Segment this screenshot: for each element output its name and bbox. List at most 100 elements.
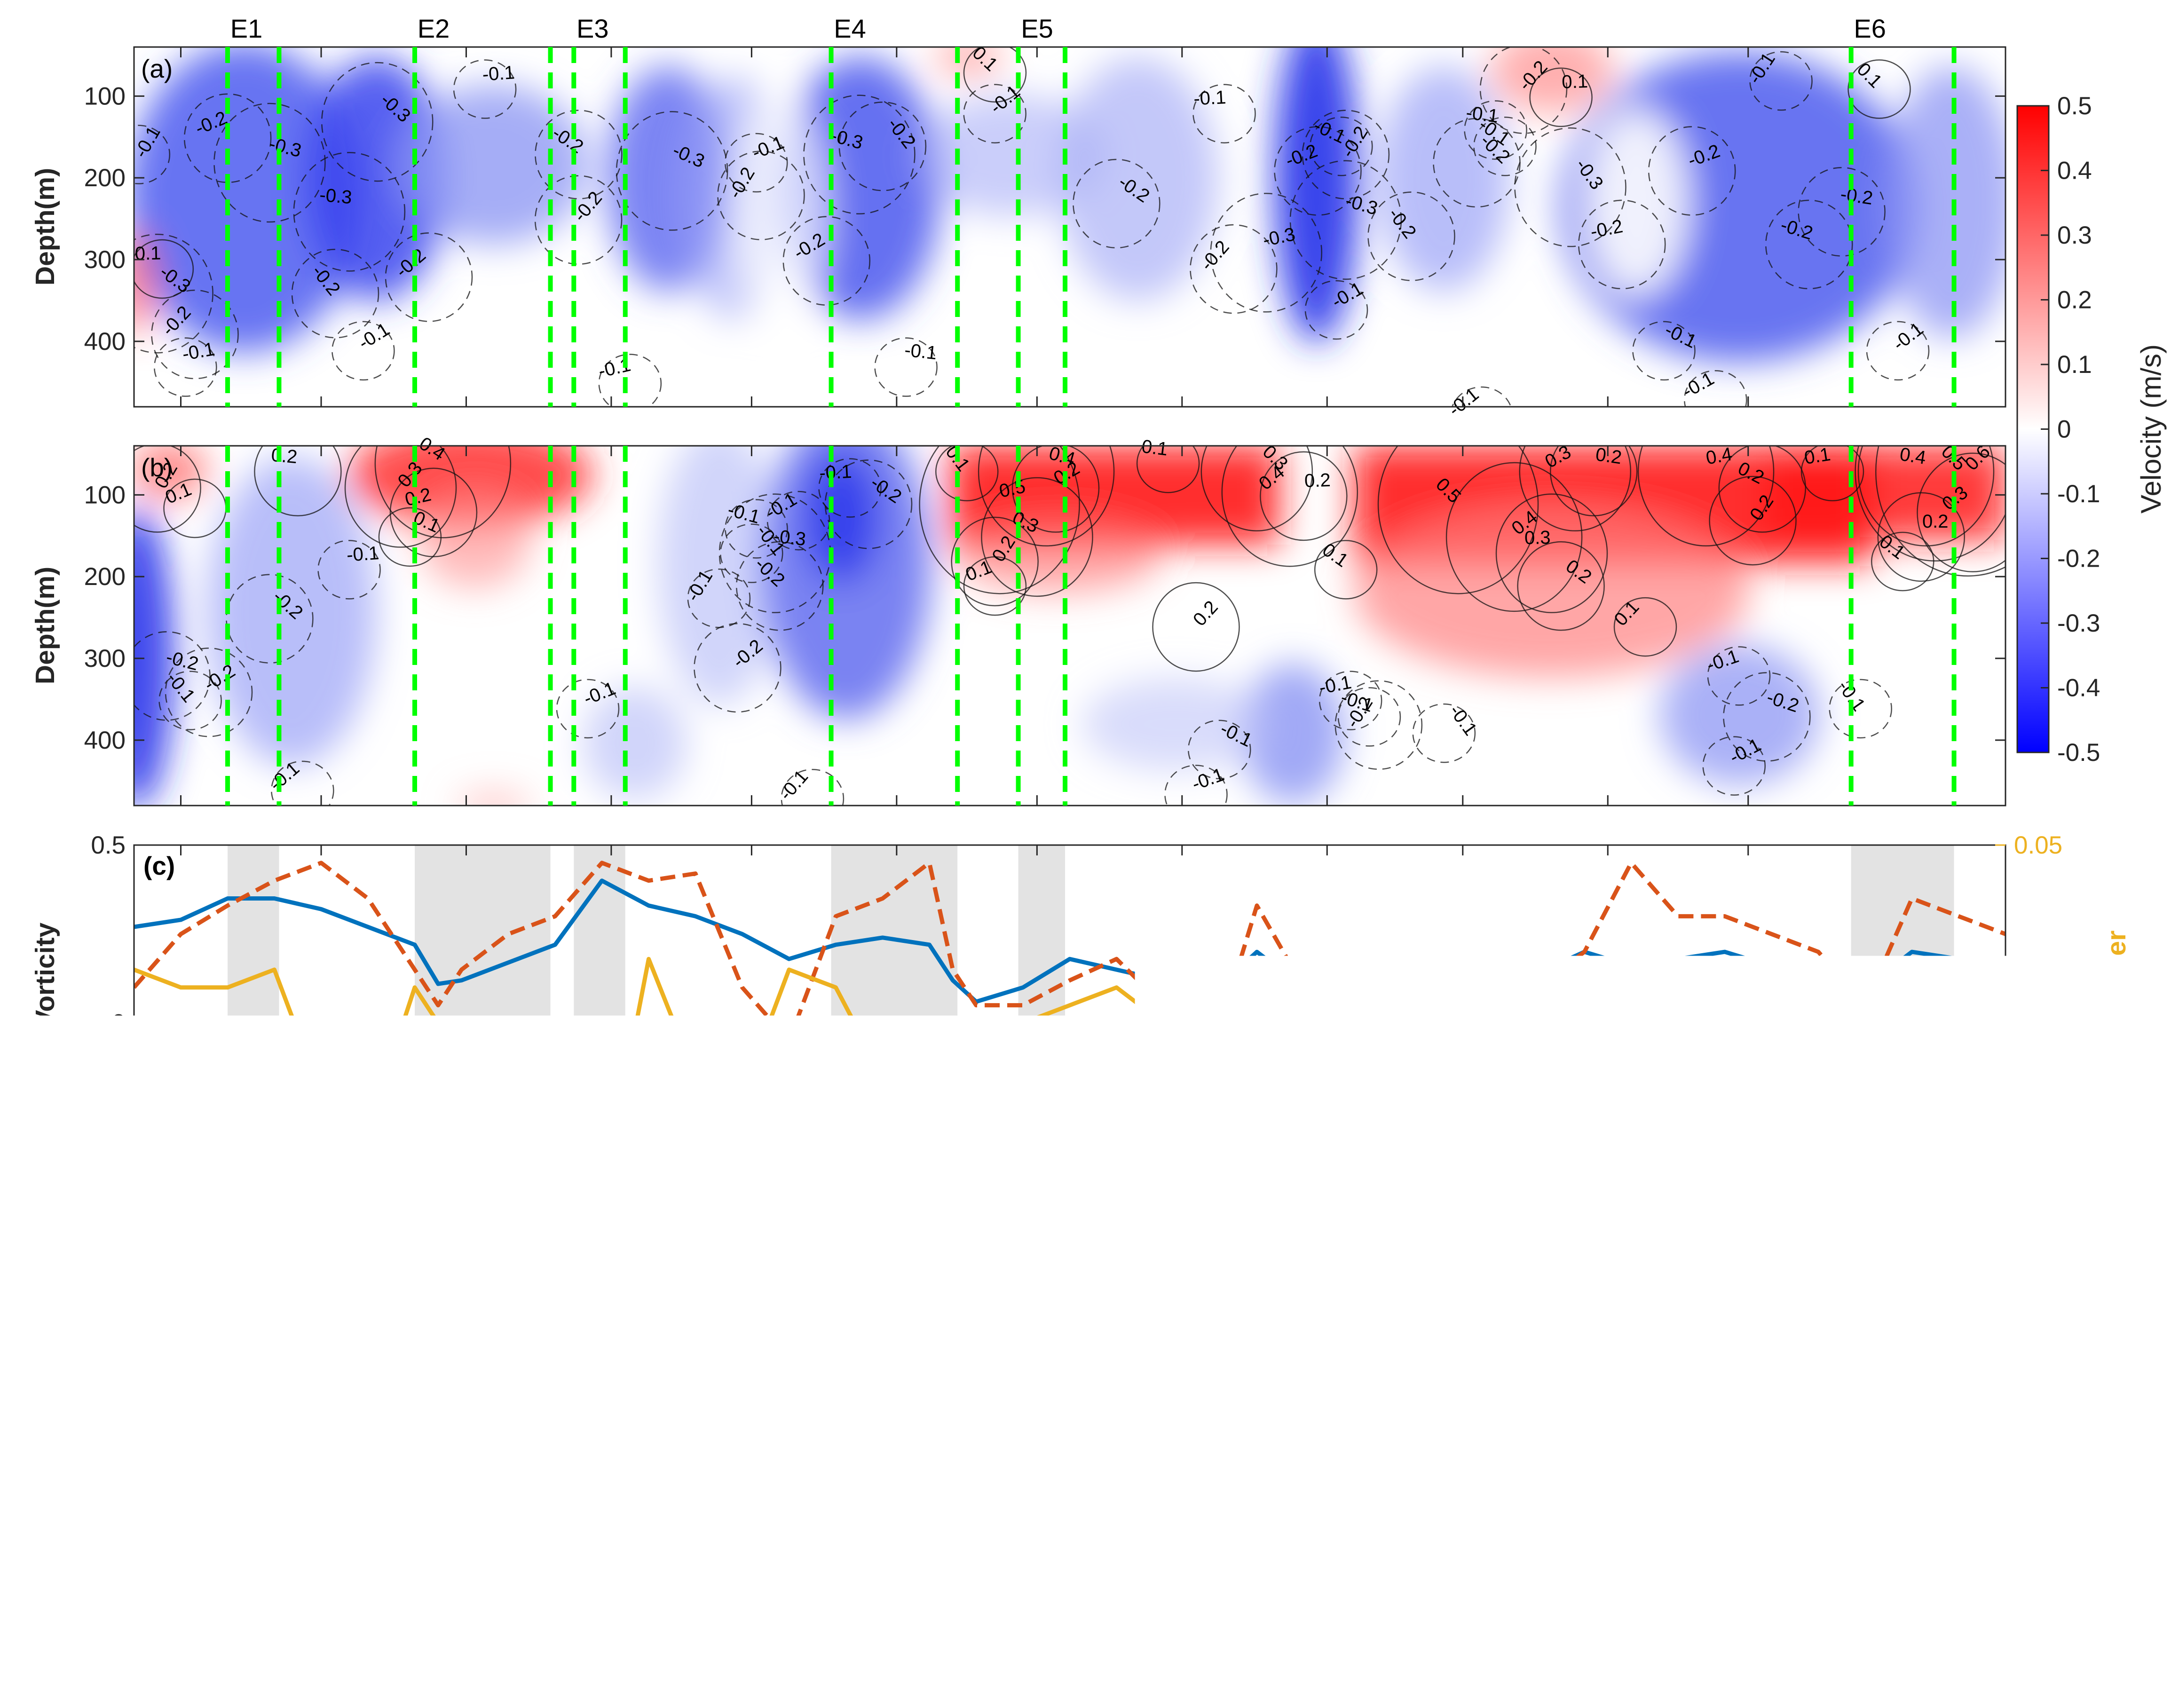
data-point	[681, 1377, 686, 1382]
data-point	[464, 1438, 468, 1442]
data-point	[655, 1414, 660, 1418]
data-point	[288, 1382, 293, 1386]
data-point	[441, 1406, 445, 1410]
data-point	[672, 1406, 677, 1410]
data-point	[569, 1536, 574, 1541]
event-shade	[831, 1240, 958, 1600]
data-point	[1130, 1392, 1135, 1397]
event-shade	[415, 1240, 551, 1600]
panel-a-y-label: Depth(m)	[30, 168, 60, 285]
y-tick-label: 4	[112, 1250, 126, 1278]
colorbar-tick-label: 0.5	[2057, 92, 2092, 120]
data-point	[150, 1369, 155, 1374]
contour-label: -0.1	[346, 543, 380, 566]
y-tick-label: 300	[84, 246, 126, 274]
data-point	[251, 1307, 256, 1312]
data-point	[218, 1368, 223, 1372]
data-point	[766, 1374, 770, 1378]
data-point	[758, 1360, 763, 1365]
data-point	[1135, 1374, 1140, 1379]
contour-label: 0.1	[1562, 71, 1588, 93]
data-point	[967, 1368, 971, 1373]
data-point	[298, 1362, 302, 1367]
data-point	[864, 1360, 868, 1364]
data-point	[677, 1390, 681, 1394]
data-point	[445, 1398, 450, 1402]
data-point	[754, 1350, 758, 1355]
x-tick-label: Dec/1	[1004, 1617, 1069, 1645]
data-point	[258, 1334, 263, 1338]
y2-tick-label: 0	[2014, 1010, 2028, 1037]
data-point	[1133, 1383, 1137, 1388]
data-point	[143, 1328, 148, 1332]
event-label: E1	[230, 14, 263, 43]
data-point	[567, 1562, 571, 1566]
data-point	[866, 1364, 871, 1368]
y-tick-label: -2	[103, 1394, 126, 1422]
data-point	[557, 1530, 562, 1534]
data-point	[501, 1406, 506, 1410]
panel-b-label: (b)	[141, 453, 173, 482]
data-point	[761, 1365, 766, 1369]
y-tick-label: 0	[112, 1010, 126, 1037]
data-point	[167, 1393, 172, 1398]
contour-label: 0.1	[134, 243, 161, 264]
data-point	[169, 1385, 174, 1390]
x-tick-label: Apr/1	[1578, 1617, 1638, 1645]
data-point	[574, 1484, 578, 1488]
data-point	[525, 1352, 529, 1357]
data-point	[478, 1409, 482, 1414]
data-point	[291, 1377, 295, 1382]
data-point	[455, 1382, 459, 1386]
data-point	[506, 1382, 511, 1386]
data-point	[309, 1334, 314, 1338]
x-tick-label: Mar/1	[1431, 1617, 1494, 1645]
panel-d-label: (d)	[143, 1277, 176, 1306]
y-tick-label: 200	[84, 164, 126, 192]
data-point	[139, 1291, 143, 1296]
data-point	[494, 1422, 499, 1426]
data-point	[555, 1522, 560, 1526]
x-tick-label: Nov/1	[864, 1617, 929, 1645]
contour-label: -0.3	[319, 184, 353, 208]
contour-label: -0.3	[773, 526, 807, 550]
data-point	[749, 1341, 754, 1345]
data-point	[1137, 1366, 1142, 1370]
data-point	[162, 1409, 167, 1414]
data-point	[448, 1393, 452, 1398]
data-point	[286, 1386, 291, 1391]
data-point	[482, 1382, 487, 1386]
data-point	[457, 1396, 462, 1400]
x-axis-label: Time	[1039, 1664, 1101, 1694]
data-point	[969, 1373, 974, 1377]
contour-label: 0.2	[1304, 470, 1331, 491]
data-point	[461, 1423, 466, 1428]
legend-label: Relative Vorticity	[1084, 1082, 1279, 1112]
contour-label: -0.1	[819, 461, 852, 484]
x-tick-label: Aug/1	[434, 1617, 499, 1645]
data-point	[305, 1345, 309, 1350]
data-point	[548, 1470, 553, 1474]
y-tick-label: -10	[89, 1587, 126, 1614]
panel-b-y-label: Depth(m)	[30, 567, 60, 684]
colorbar-tick-label: -0.5	[2057, 739, 2100, 767]
data-point	[1685, 1368, 1690, 1373]
colorbar-tick-label: 0.3	[2057, 221, 2092, 249]
y-tick-label: 100	[84, 82, 126, 110]
data-point	[751, 1345, 756, 1350]
colorbar-tick-label: -0.3	[2057, 609, 2100, 637]
data-point	[508, 1369, 513, 1374]
data-point	[146, 1345, 150, 1350]
data-point	[466, 1452, 471, 1456]
data-point	[873, 1377, 878, 1382]
data-point	[265, 1352, 270, 1356]
data-point	[564, 1554, 569, 1558]
data-point	[459, 1409, 464, 1414]
data-point	[307, 1339, 312, 1344]
contour-label: -0.1	[482, 62, 515, 85]
data-point	[571, 1510, 576, 1515]
data-point	[541, 1404, 546, 1408]
data-point	[253, 1316, 258, 1321]
event-shade	[1018, 1240, 1066, 1600]
data-point	[887, 1355, 892, 1360]
